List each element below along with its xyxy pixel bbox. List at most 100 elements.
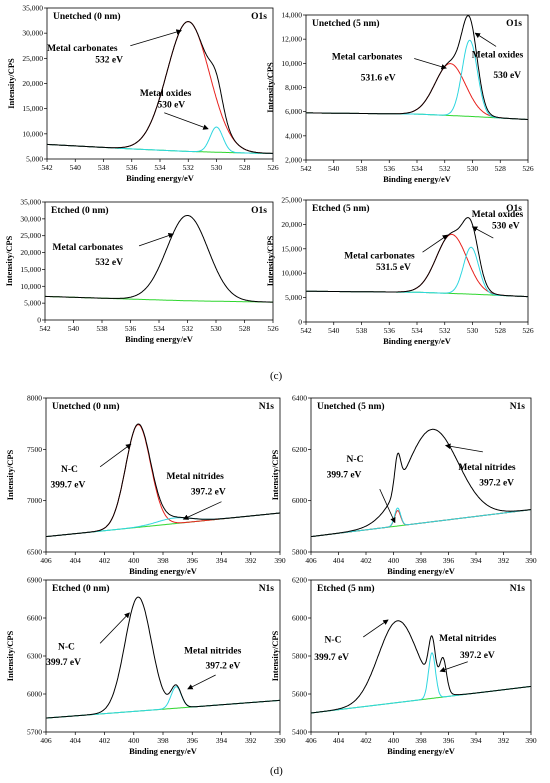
x-tick-label: 402 — [99, 556, 111, 565]
x-tick-label: 532 — [183, 163, 195, 172]
peak-annotation: 397.2 eV — [206, 662, 241, 672]
y-tick-label: 8000 — [27, 394, 42, 403]
x-tick-label: 396 — [187, 556, 199, 565]
component-peak-comp2 — [45, 686, 281, 719]
y-tick-label: 6900 — [27, 576, 42, 585]
x-tick-label: 394 — [470, 736, 482, 745]
x-tick-label: 532 — [439, 164, 451, 173]
x-tick-label: 400 — [128, 736, 140, 745]
x-tick-label: 532 — [182, 324, 194, 333]
x-tick-label: 398 — [157, 556, 169, 565]
plot-frame — [305, 14, 529, 161]
y-tick-label: 6400 — [292, 394, 307, 403]
component-peak-comp1 — [47, 21, 273, 154]
x-tick-label: 536 — [126, 163, 138, 172]
y-tick-label: 2,000 — [285, 156, 302, 165]
y-tick-label: 7500 — [27, 445, 42, 454]
component-peak-comp2 — [306, 246, 528, 298]
peak-annotation: Metal oxides — [472, 210, 524, 220]
panel-title: Unetched (0 nm) — [53, 11, 121, 22]
x-axis-label: Binding energy/eV — [126, 173, 195, 183]
x-tick-label: 538 — [96, 324, 108, 333]
peak-annotation: 530 eV — [492, 221, 520, 231]
annotation-arrow — [130, 29, 182, 47]
chart-panel-p3: 542 540 538 536 534 532 530 528 526 0 5,000 10,000 1… — [4, 198, 279, 345]
caption-d: (d) — [270, 765, 283, 777]
y-axis-label: Intensity/CPS — [270, 630, 280, 681]
panel-title: Unetched (5 nm) — [317, 401, 385, 412]
annotation-arrow — [187, 674, 216, 690]
annotation-arrow — [363, 619, 389, 638]
peak-annotation: N-C — [61, 465, 78, 475]
total-envelope — [47, 21, 273, 154]
x-tick-label: 530 — [210, 324, 222, 333]
x-tick-label: 532 — [439, 326, 451, 335]
chart-panel-p1: 542 540 538 536 534 532 530 528 526 5,000 10,000 15… — [6, 4, 279, 184]
y-tick-label: 5,000 — [26, 155, 43, 164]
y-tick-label: 35,000 — [22, 4, 43, 13]
total-envelope — [306, 217, 528, 298]
x-tick-label: 396 — [443, 556, 455, 565]
chart-panel-p2: 542 540 538 536 534 532 530 528 526 2,000 4,000 6,0… — [265, 11, 534, 185]
y-tick-label: 4,000 — [285, 131, 302, 140]
y-tick-label: 6600 — [27, 614, 42, 623]
total-envelope — [310, 620, 532, 714]
annotation-arrow — [164, 112, 209, 130]
x-tick-label: 534 — [154, 163, 166, 172]
x-tick-label: 400 — [388, 556, 400, 565]
peak-annotation: Metal nitrides — [167, 472, 225, 482]
peak-annotation: 399.7 eV — [314, 653, 349, 663]
chart-panel-p8: 406 404 402 400 398 396 394 392 390 5400 5600 5800 6… — [270, 576, 537, 757]
peak-annotation: 399.7 eV — [46, 658, 81, 668]
peak-annotation: Metal carbonates — [53, 243, 124, 253]
y-tick-label: 5600 — [292, 690, 307, 699]
x-tick-label: 394 — [470, 556, 482, 565]
y-tick-label: 15,000 — [22, 104, 43, 113]
x-tick-label: 390 — [274, 736, 286, 745]
peak-annotation: 397.2 eV — [479, 478, 514, 488]
y-tick-label: 10,000 — [281, 269, 302, 278]
panel-title: Unetched (0 nm) — [52, 401, 120, 412]
peak-annotation: Metal oxides — [140, 89, 192, 99]
y-tick-label: 6500 — [27, 548, 42, 557]
x-tick-label: 402 — [360, 556, 372, 565]
annotation-arrow — [471, 226, 494, 239]
chart-panel-p6: 406 404 402 400 398 396 394 392 390 5800 6000 6200 6… — [270, 394, 537, 577]
panel-element: N1s — [259, 584, 275, 594]
peak-annotation: 530 eV — [157, 101, 185, 111]
y-axis-label: Intensity/CPS — [6, 58, 16, 109]
annotation-arrow — [444, 443, 483, 453]
y-axis-label: Intensity/CPS — [265, 62, 275, 113]
y-tick-label: 25,000 — [22, 54, 43, 63]
y-axis-label: Intensity/CPS — [270, 449, 280, 500]
x-tick-label: 400 — [388, 736, 400, 745]
y-tick-label: 15,000 — [281, 244, 302, 253]
y-tick-label: 25,000 — [20, 231, 41, 240]
x-tick-label: 534 — [153, 324, 165, 333]
y-tick-label: 20,000 — [22, 79, 43, 88]
x-tick-label: 404 — [333, 736, 345, 745]
x-tick-label: 538 — [356, 326, 368, 335]
panel-element: N1s — [510, 402, 526, 412]
panel-element: O1s — [251, 12, 267, 22]
x-tick-label: 400 — [128, 556, 140, 565]
peak-annotation: 531.6 eV — [361, 73, 396, 83]
x-tick-label: 404 — [70, 736, 82, 745]
total-envelope — [45, 215, 273, 303]
x-tick-label: 390 — [525, 556, 537, 565]
y-tick-label: 6300 — [27, 652, 42, 661]
peak-annotation: 399.7 eV — [51, 480, 86, 490]
x-tick-label: 526 — [267, 163, 279, 172]
x-tick-label: 540 — [70, 163, 82, 172]
panel-title: Etched (0 nm) — [51, 205, 109, 216]
peak-annotation: Metal carbonates — [332, 53, 403, 63]
peak-annotation: 399.7 eV — [327, 471, 362, 481]
peak-annotation: Metal oxides — [472, 50, 524, 60]
x-tick-label: 536 — [125, 324, 137, 333]
x-tick-label: 398 — [415, 736, 427, 745]
peak-annotation: 532 eV — [95, 258, 123, 268]
x-tick-label: 402 — [99, 736, 111, 745]
x-tick-label: 396 — [443, 736, 455, 745]
y-tick-label: 6000 — [292, 496, 307, 505]
